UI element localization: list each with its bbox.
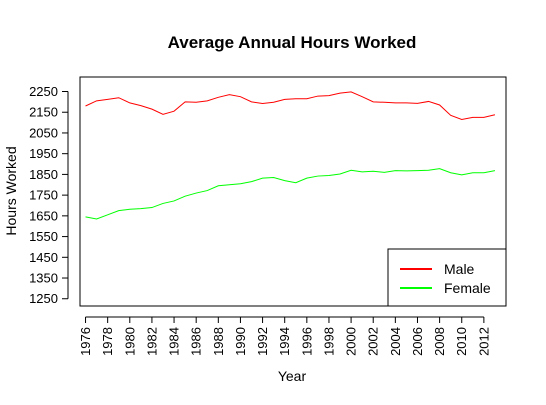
y-axis-label: Hours Worked xyxy=(3,146,19,235)
y-tick-label: 1550 xyxy=(29,229,58,244)
x-tick-label: 1996 xyxy=(299,327,314,356)
x-tick-label: 1980 xyxy=(122,327,137,356)
x-axis-label: Year xyxy=(278,368,307,384)
y-tick-label: 1350 xyxy=(29,271,58,286)
y-tick-label: 1850 xyxy=(29,167,58,182)
x-tick-label: 1994 xyxy=(277,327,292,356)
legend-box xyxy=(387,248,507,307)
x-axis: 1976 1978 1980 1982 1984 1986 1988 1990 1992 1994… xyxy=(78,316,491,356)
chart-title: Average Annual Hours Worked xyxy=(168,33,417,52)
y-tick-label: 2250 xyxy=(29,84,58,99)
y-tick-label: 2150 xyxy=(29,105,58,120)
y-tick-label: 2050 xyxy=(29,125,58,140)
y-tick-label: 1750 xyxy=(29,188,58,203)
x-tick-label: 1978 xyxy=(100,327,115,356)
x-tick-label: 1992 xyxy=(255,327,270,356)
legend-label-female: Female xyxy=(444,280,491,296)
legend-label-male: Male xyxy=(444,261,475,277)
x-tick-label: 1986 xyxy=(189,327,204,356)
series-line-male xyxy=(85,91,496,120)
plot-frame xyxy=(79,76,507,307)
x-tick-label: 2006 xyxy=(410,327,425,356)
x-tick-label: 1990 xyxy=(233,327,248,356)
y-tick-label: 1950 xyxy=(29,146,58,161)
series-line-female xyxy=(85,168,496,220)
series-layer xyxy=(85,91,496,220)
x-tick-label: 2004 xyxy=(388,327,403,356)
y-tick-label: 1650 xyxy=(29,208,58,223)
x-tick-label: 1988 xyxy=(211,327,226,356)
y-tick-label: 1450 xyxy=(29,250,58,265)
x-tick-label: 2002 xyxy=(366,327,381,356)
legend: Male Female xyxy=(387,248,507,307)
x-tick-label: 1984 xyxy=(167,327,182,356)
x-tick-label: 2000 xyxy=(344,327,359,356)
x-tick-label: 1982 xyxy=(144,327,159,356)
x-tick-label: 2012 xyxy=(476,327,491,356)
x-tick-label: 1998 xyxy=(321,327,336,356)
y-tick-label: 1250 xyxy=(29,291,58,306)
y-axis: 1250 1350 1450 1550 1650 1750 1850 1950 2050 2150… xyxy=(29,84,69,306)
x-tick-label: 2010 xyxy=(454,327,469,356)
x-tick-label: 2008 xyxy=(432,327,447,356)
x-tick-label: 1976 xyxy=(78,327,93,356)
